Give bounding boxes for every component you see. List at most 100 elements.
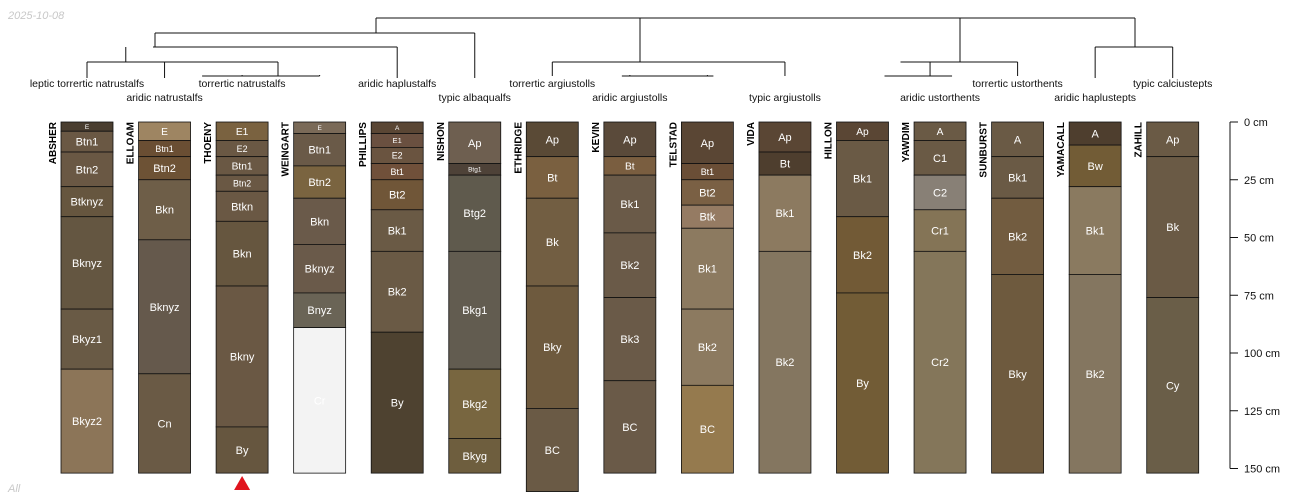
horizon [603, 121, 657, 158]
horizon-label: Bkn [310, 216, 329, 228]
horizon [1068, 186, 1122, 275]
horizon-label: Btn2 [153, 163, 176, 175]
horizon [603, 174, 657, 234]
horizon-label: Btn2 [76, 164, 99, 176]
horizon [758, 174, 812, 252]
profile-name: KEVIN [591, 122, 602, 153]
horizon-label: Bk2 [620, 260, 639, 272]
horizon-label: Cy [1166, 380, 1180, 392]
horizon [525, 156, 579, 199]
taxon-label: torrertic argiustolls [509, 78, 595, 90]
horizon [448, 250, 502, 370]
horizon-label: Bkn [233, 249, 252, 261]
horizon-label: Btn1 [232, 162, 253, 173]
horizon [603, 232, 657, 298]
horizon [991, 156, 1044, 199]
horizon-label: Bt [625, 162, 635, 173]
horizon [836, 216, 889, 294]
axis-tick-label: 0 cm [1244, 117, 1268, 129]
horizon-label: Btkn [231, 201, 253, 213]
horizon-label: Bkyz1 [72, 334, 102, 346]
horizon [448, 438, 502, 474]
horizon [836, 292, 889, 474]
horizon [1146, 156, 1200, 298]
profile-zahill: ZAHILL Ap Bk Cy [1134, 121, 1200, 474]
profile-name: TELSTAD [668, 122, 679, 167]
horizon-label: Cr2 [931, 357, 949, 369]
horizon [293, 244, 347, 294]
horizon-label: E [161, 127, 168, 138]
horizon-label: Bk1 [620, 199, 639, 211]
profile-vida: VIDA Ap Bt Bk1 Bk2 [746, 121, 812, 474]
horizon [215, 426, 269, 474]
horizon [215, 220, 269, 287]
taxon-label: aridic ustorthents [900, 92, 980, 104]
horizon [370, 179, 424, 211]
horizon [681, 121, 734, 164]
profile-yamacall: YAMACALL A Bw Bk1 Bk2 [1056, 121, 1122, 474]
horizon-label: Bk3 [620, 334, 639, 346]
horizon-label: Btknyz [70, 197, 103, 209]
horizon-label: Bkny [230, 351, 255, 363]
horizon [913, 250, 967, 474]
taxon-labels: leptic torrertic natrustalfs aridic natru… [30, 78, 1213, 104]
horizon-label: Bk2 [775, 357, 794, 369]
horizon-label: A [395, 125, 400, 132]
horizon [138, 373, 191, 474]
profile-nishon: NISHON Ap Btg1 Btg2 Bkg1 Bkg2 Bkyg [436, 121, 502, 474]
horizon-label: E1 [236, 127, 249, 138]
marker-layer [234, 476, 251, 490]
horizon-label: Bt2 [389, 190, 406, 202]
horizon-label: Ap [701, 138, 714, 150]
horizon [370, 331, 424, 474]
profiles: ABSHER E Btn1 Btn2 Btknyz Bknyz Bkyz1 Bkyz2 ELLO… [48, 121, 1200, 493]
horizon-label: By [856, 378, 869, 390]
profile-name: YAWDIM [901, 122, 912, 162]
horizon-label: Bw [1088, 161, 1103, 173]
horizon [758, 121, 812, 153]
horizon [448, 121, 502, 164]
profile-kevin: KEVIN Ap Bt Bk1 Bk2 Bk3 BC [591, 121, 657, 474]
taxon-label: torrertic ustorthents [972, 78, 1062, 90]
horizon-label: Bk2 [1086, 369, 1105, 381]
horizon-label: Bkn [155, 205, 174, 217]
taxon-label: typic calciustepts [1133, 78, 1212, 90]
horizon-label: Bk1 [775, 208, 794, 220]
horizon [293, 327, 347, 474]
profile-telstad: TELSTAD Ap Bt1 Bt2 Btk Bk1 Bk2 BC [668, 121, 734, 474]
axis-tick-label: 100 cm [1244, 348, 1280, 360]
horizon-label: Bk1 [853, 174, 872, 186]
horizon-label: Ap [546, 134, 559, 146]
horizon [681, 308, 734, 386]
horizon-label: Bkg1 [462, 305, 487, 317]
horizon [293, 292, 347, 328]
horizon [60, 308, 114, 370]
dendrogram [86, 17, 1174, 78]
horizon-label: Bk [1166, 222, 1179, 234]
horizon [1068, 144, 1122, 188]
horizon-label: Bk1 [1086, 226, 1105, 238]
horizon-label: E2 [392, 151, 403, 161]
profile-weingart: WEINGART E Btn1 Btn2 Bkn Bknyz Bnyz Cr [281, 121, 347, 474]
profile-thoeny: THOENY E1 E2 Btn1 Btn2 Btkn Bkn Bkny By [203, 121, 269, 474]
horizon [525, 121, 579, 158]
horizon-label: Bk2 [388, 287, 407, 299]
horizon-label: E1 [393, 136, 402, 145]
taxon-label: aridic natrustalfs [126, 92, 202, 104]
taxon-label: torrertic natrustalfs [199, 78, 286, 90]
horizon-label: Bk2 [698, 342, 717, 354]
profile-name: SUNBURST [979, 122, 990, 178]
horizon [293, 197, 347, 245]
horizon-label: E [85, 124, 90, 131]
horizon-label: Bnyz [307, 305, 331, 317]
profile-ethridge: ETHRIDGE Ap Bt Bk Bky BC [513, 121, 579, 493]
footer-label: All [7, 483, 21, 495]
profile-name: ZAHILL [1134, 122, 1145, 158]
horizon-label: C1 [933, 153, 947, 165]
horizon-label: Ap [623, 134, 636, 146]
horizon [138, 179, 191, 241]
horizon-label: Btk [699, 212, 715, 224]
horizon-label: Ap [468, 138, 481, 150]
profile-name: ABSHER [48, 121, 59, 164]
horizon [836, 140, 889, 218]
